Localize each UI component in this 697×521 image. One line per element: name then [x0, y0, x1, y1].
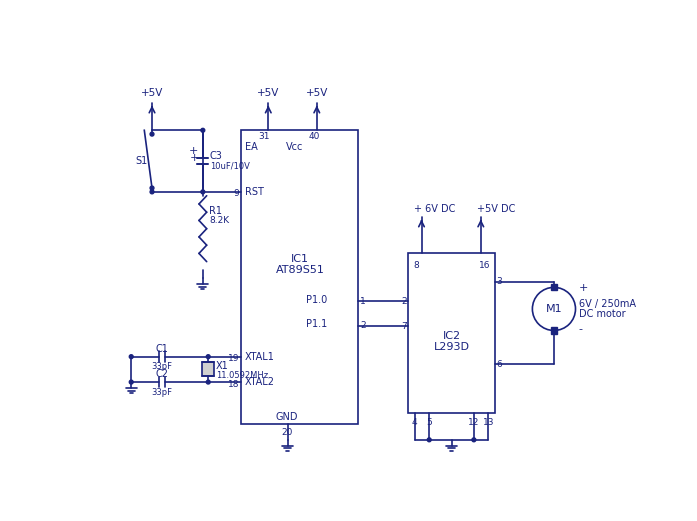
- Text: +: +: [579, 283, 588, 293]
- Circle shape: [206, 380, 210, 384]
- Text: +: +: [189, 146, 198, 156]
- Text: 7: 7: [401, 322, 407, 331]
- Text: P1.1: P1.1: [306, 319, 328, 329]
- Text: C1: C1: [155, 344, 169, 354]
- Bar: [408, 254, 495, 413]
- Bar: [202, 363, 215, 376]
- Text: X1: X1: [216, 361, 229, 370]
- Text: XTAL2: XTAL2: [245, 377, 275, 387]
- Text: 20: 20: [282, 428, 293, 437]
- Text: +5V: +5V: [141, 89, 163, 98]
- Text: 33pF: 33pF: [151, 388, 173, 396]
- Text: 33pF: 33pF: [151, 362, 173, 371]
- Circle shape: [129, 355, 133, 358]
- Circle shape: [129, 380, 133, 384]
- Text: +5V: +5V: [257, 89, 279, 98]
- Text: S1: S1: [135, 156, 147, 166]
- Text: M1: M1: [546, 304, 562, 314]
- Text: +5V DC: +5V DC: [477, 204, 515, 214]
- Bar: [551, 327, 557, 333]
- Circle shape: [472, 438, 476, 442]
- Text: Vcc: Vcc: [286, 142, 303, 152]
- Text: C2: C2: [155, 369, 169, 379]
- Text: 6V / 250mA: 6V / 250mA: [579, 299, 636, 309]
- Text: 10uF/10V: 10uF/10V: [210, 162, 250, 171]
- Bar: [551, 284, 557, 290]
- Text: 5: 5: [427, 418, 432, 427]
- Text: IC2: IC2: [443, 331, 461, 341]
- Circle shape: [427, 438, 431, 442]
- Text: +5V: +5V: [305, 89, 328, 98]
- Text: RST: RST: [245, 187, 264, 197]
- Text: L293D: L293D: [434, 342, 470, 352]
- Circle shape: [150, 132, 154, 136]
- Text: 13: 13: [483, 418, 494, 427]
- Text: 4: 4: [412, 418, 418, 427]
- Text: 8: 8: [413, 262, 419, 270]
- Text: 31: 31: [259, 132, 270, 141]
- Text: 19: 19: [227, 354, 239, 364]
- Bar: [241, 130, 358, 425]
- Text: AT89S51: AT89S51: [275, 265, 324, 276]
- Text: -: -: [579, 324, 583, 334]
- Text: 11.0592MHz: 11.0592MHz: [216, 371, 268, 380]
- Text: + 6V DC: + 6V DC: [414, 204, 455, 214]
- Text: EA: EA: [245, 142, 258, 152]
- Circle shape: [206, 355, 210, 358]
- Circle shape: [201, 128, 205, 132]
- Text: 40: 40: [309, 132, 320, 141]
- Text: 2: 2: [360, 321, 365, 330]
- Text: 18: 18: [227, 380, 239, 389]
- Text: 6: 6: [496, 360, 502, 369]
- Text: C3: C3: [210, 152, 222, 162]
- Text: 12: 12: [468, 418, 480, 427]
- Text: 9: 9: [233, 189, 239, 198]
- Circle shape: [150, 190, 154, 194]
- Text: +: +: [190, 153, 199, 163]
- Text: GND: GND: [276, 412, 298, 421]
- Text: 2: 2: [401, 297, 407, 306]
- Text: R1: R1: [209, 206, 222, 216]
- Circle shape: [150, 186, 154, 190]
- Text: 16: 16: [480, 262, 491, 270]
- Text: DC motor: DC motor: [579, 309, 625, 319]
- Text: IC1: IC1: [291, 254, 309, 264]
- Text: 1: 1: [360, 297, 366, 306]
- Text: XTAL1: XTAL1: [245, 352, 275, 362]
- Text: 3: 3: [496, 278, 502, 287]
- Text: 8.2K: 8.2K: [209, 216, 229, 225]
- Circle shape: [201, 190, 205, 194]
- Text: P1.0: P1.0: [306, 295, 328, 305]
